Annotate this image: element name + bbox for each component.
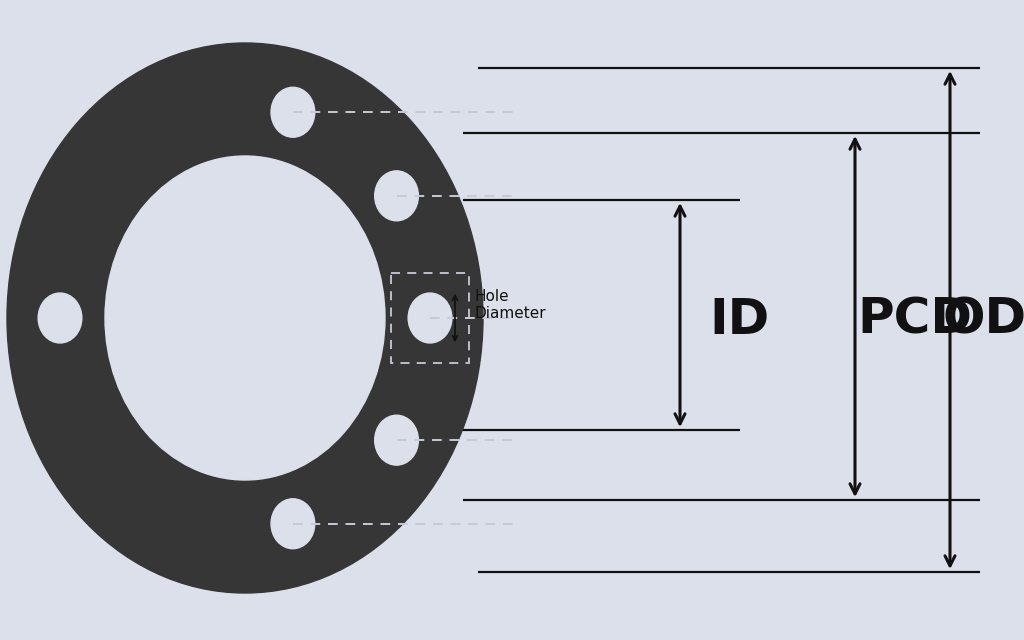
Ellipse shape (265, 492, 321, 556)
Ellipse shape (369, 408, 425, 472)
Ellipse shape (7, 43, 483, 593)
Ellipse shape (375, 171, 419, 221)
Text: Hole
Diameter: Hole Diameter (475, 289, 547, 321)
Ellipse shape (105, 156, 385, 480)
Text: ID: ID (710, 296, 770, 344)
Ellipse shape (375, 415, 419, 465)
Ellipse shape (265, 80, 321, 144)
Bar (391, 273, 469, 363)
Ellipse shape (271, 87, 314, 137)
Text: PCD: PCD (857, 296, 973, 344)
Ellipse shape (271, 499, 314, 548)
Ellipse shape (38, 293, 82, 343)
Ellipse shape (32, 286, 88, 350)
Text: OD: OD (943, 296, 1024, 344)
Ellipse shape (409, 293, 452, 343)
Ellipse shape (369, 164, 425, 228)
Ellipse shape (402, 286, 458, 350)
